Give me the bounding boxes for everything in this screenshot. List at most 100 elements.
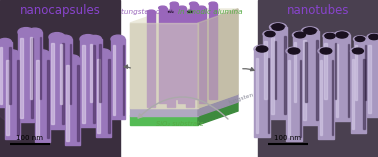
Bar: [364, 45, 366, 100]
Bar: [9, 46, 11, 104]
Ellipse shape: [18, 28, 34, 36]
Ellipse shape: [353, 48, 363, 54]
Bar: [51, 43, 54, 124]
Bar: [198, 8, 206, 103]
Ellipse shape: [96, 49, 110, 57]
Bar: [263, 34, 277, 102]
Ellipse shape: [58, 35, 72, 43]
Bar: [159, 8, 167, 103]
Ellipse shape: [88, 35, 102, 43]
Bar: [270, 27, 287, 119]
Ellipse shape: [49, 33, 65, 41]
Bar: [65, 59, 79, 145]
Bar: [268, 58, 269, 133]
Polygon shape: [130, 23, 198, 108]
Bar: [49, 37, 65, 129]
Bar: [352, 59, 354, 129]
Ellipse shape: [37, 55, 77, 111]
Polygon shape: [198, 9, 238, 108]
Bar: [323, 36, 337, 102]
Ellipse shape: [187, 10, 193, 13]
Polygon shape: [130, 108, 198, 116]
Bar: [320, 60, 322, 135]
Ellipse shape: [111, 35, 125, 43]
Bar: [47, 60, 49, 138]
Text: 100 nm: 100 nm: [17, 135, 43, 141]
Polygon shape: [198, 9, 238, 108]
Bar: [254, 49, 270, 137]
Bar: [302, 31, 319, 125]
Text: tungsten oxide: tungsten oxide: [121, 9, 175, 18]
Bar: [355, 45, 357, 100]
Bar: [350, 51, 366, 133]
Bar: [28, 32, 42, 102]
Bar: [353, 39, 367, 103]
Bar: [40, 37, 41, 98]
Ellipse shape: [355, 37, 365, 41]
Bar: [324, 43, 327, 99]
Bar: [167, 12, 175, 107]
Bar: [284, 36, 286, 114]
Ellipse shape: [84, 70, 122, 120]
Bar: [82, 45, 85, 123]
Ellipse shape: [256, 46, 268, 52]
Bar: [17, 60, 19, 135]
Bar: [264, 41, 266, 99]
Bar: [318, 51, 334, 139]
Bar: [334, 35, 350, 121]
Polygon shape: [130, 94, 238, 108]
Bar: [93, 45, 95, 123]
Bar: [66, 65, 69, 141]
Bar: [36, 60, 39, 138]
Bar: [0, 0, 120, 157]
Bar: [186, 12, 194, 107]
Bar: [31, 38, 33, 117]
Bar: [300, 60, 301, 136]
Bar: [348, 44, 349, 117]
Bar: [88, 39, 102, 105]
Text: SiO₂ substrate: SiO₂ substrate: [156, 121, 204, 127]
Polygon shape: [130, 9, 238, 23]
Ellipse shape: [294, 32, 305, 38]
Bar: [58, 39, 72, 107]
Bar: [336, 44, 338, 117]
Polygon shape: [130, 23, 198, 108]
Ellipse shape: [265, 31, 275, 37]
Ellipse shape: [159, 6, 167, 9]
Bar: [99, 44, 101, 102]
Bar: [80, 39, 96, 127]
Ellipse shape: [168, 10, 174, 13]
Ellipse shape: [80, 35, 96, 43]
Ellipse shape: [320, 48, 332, 54]
Ellipse shape: [198, 6, 206, 9]
Bar: [30, 37, 32, 98]
Bar: [97, 59, 100, 133]
Bar: [0, 46, 2, 104]
Bar: [90, 44, 92, 102]
Bar: [77, 65, 79, 141]
Ellipse shape: [209, 2, 217, 5]
Bar: [5, 54, 20, 139]
Bar: [0, 42, 11, 107]
Bar: [60, 44, 62, 104]
Ellipse shape: [304, 28, 316, 34]
Bar: [111, 39, 125, 119]
Bar: [286, 51, 302, 141]
Bar: [108, 59, 110, 133]
Ellipse shape: [17, 46, 53, 88]
Text: in anodic alumina: in anodic alumina: [178, 9, 242, 15]
Ellipse shape: [0, 71, 31, 122]
Polygon shape: [198, 94, 238, 116]
Bar: [316, 40, 318, 120]
Ellipse shape: [65, 55, 79, 63]
Bar: [363, 59, 365, 129]
Bar: [70, 44, 71, 104]
Ellipse shape: [34, 50, 50, 58]
Bar: [271, 36, 274, 114]
Ellipse shape: [0, 38, 11, 46]
Bar: [209, 4, 217, 99]
Ellipse shape: [325, 33, 335, 39]
Polygon shape: [130, 116, 198, 125]
Bar: [122, 45, 124, 115]
Bar: [20, 38, 23, 117]
